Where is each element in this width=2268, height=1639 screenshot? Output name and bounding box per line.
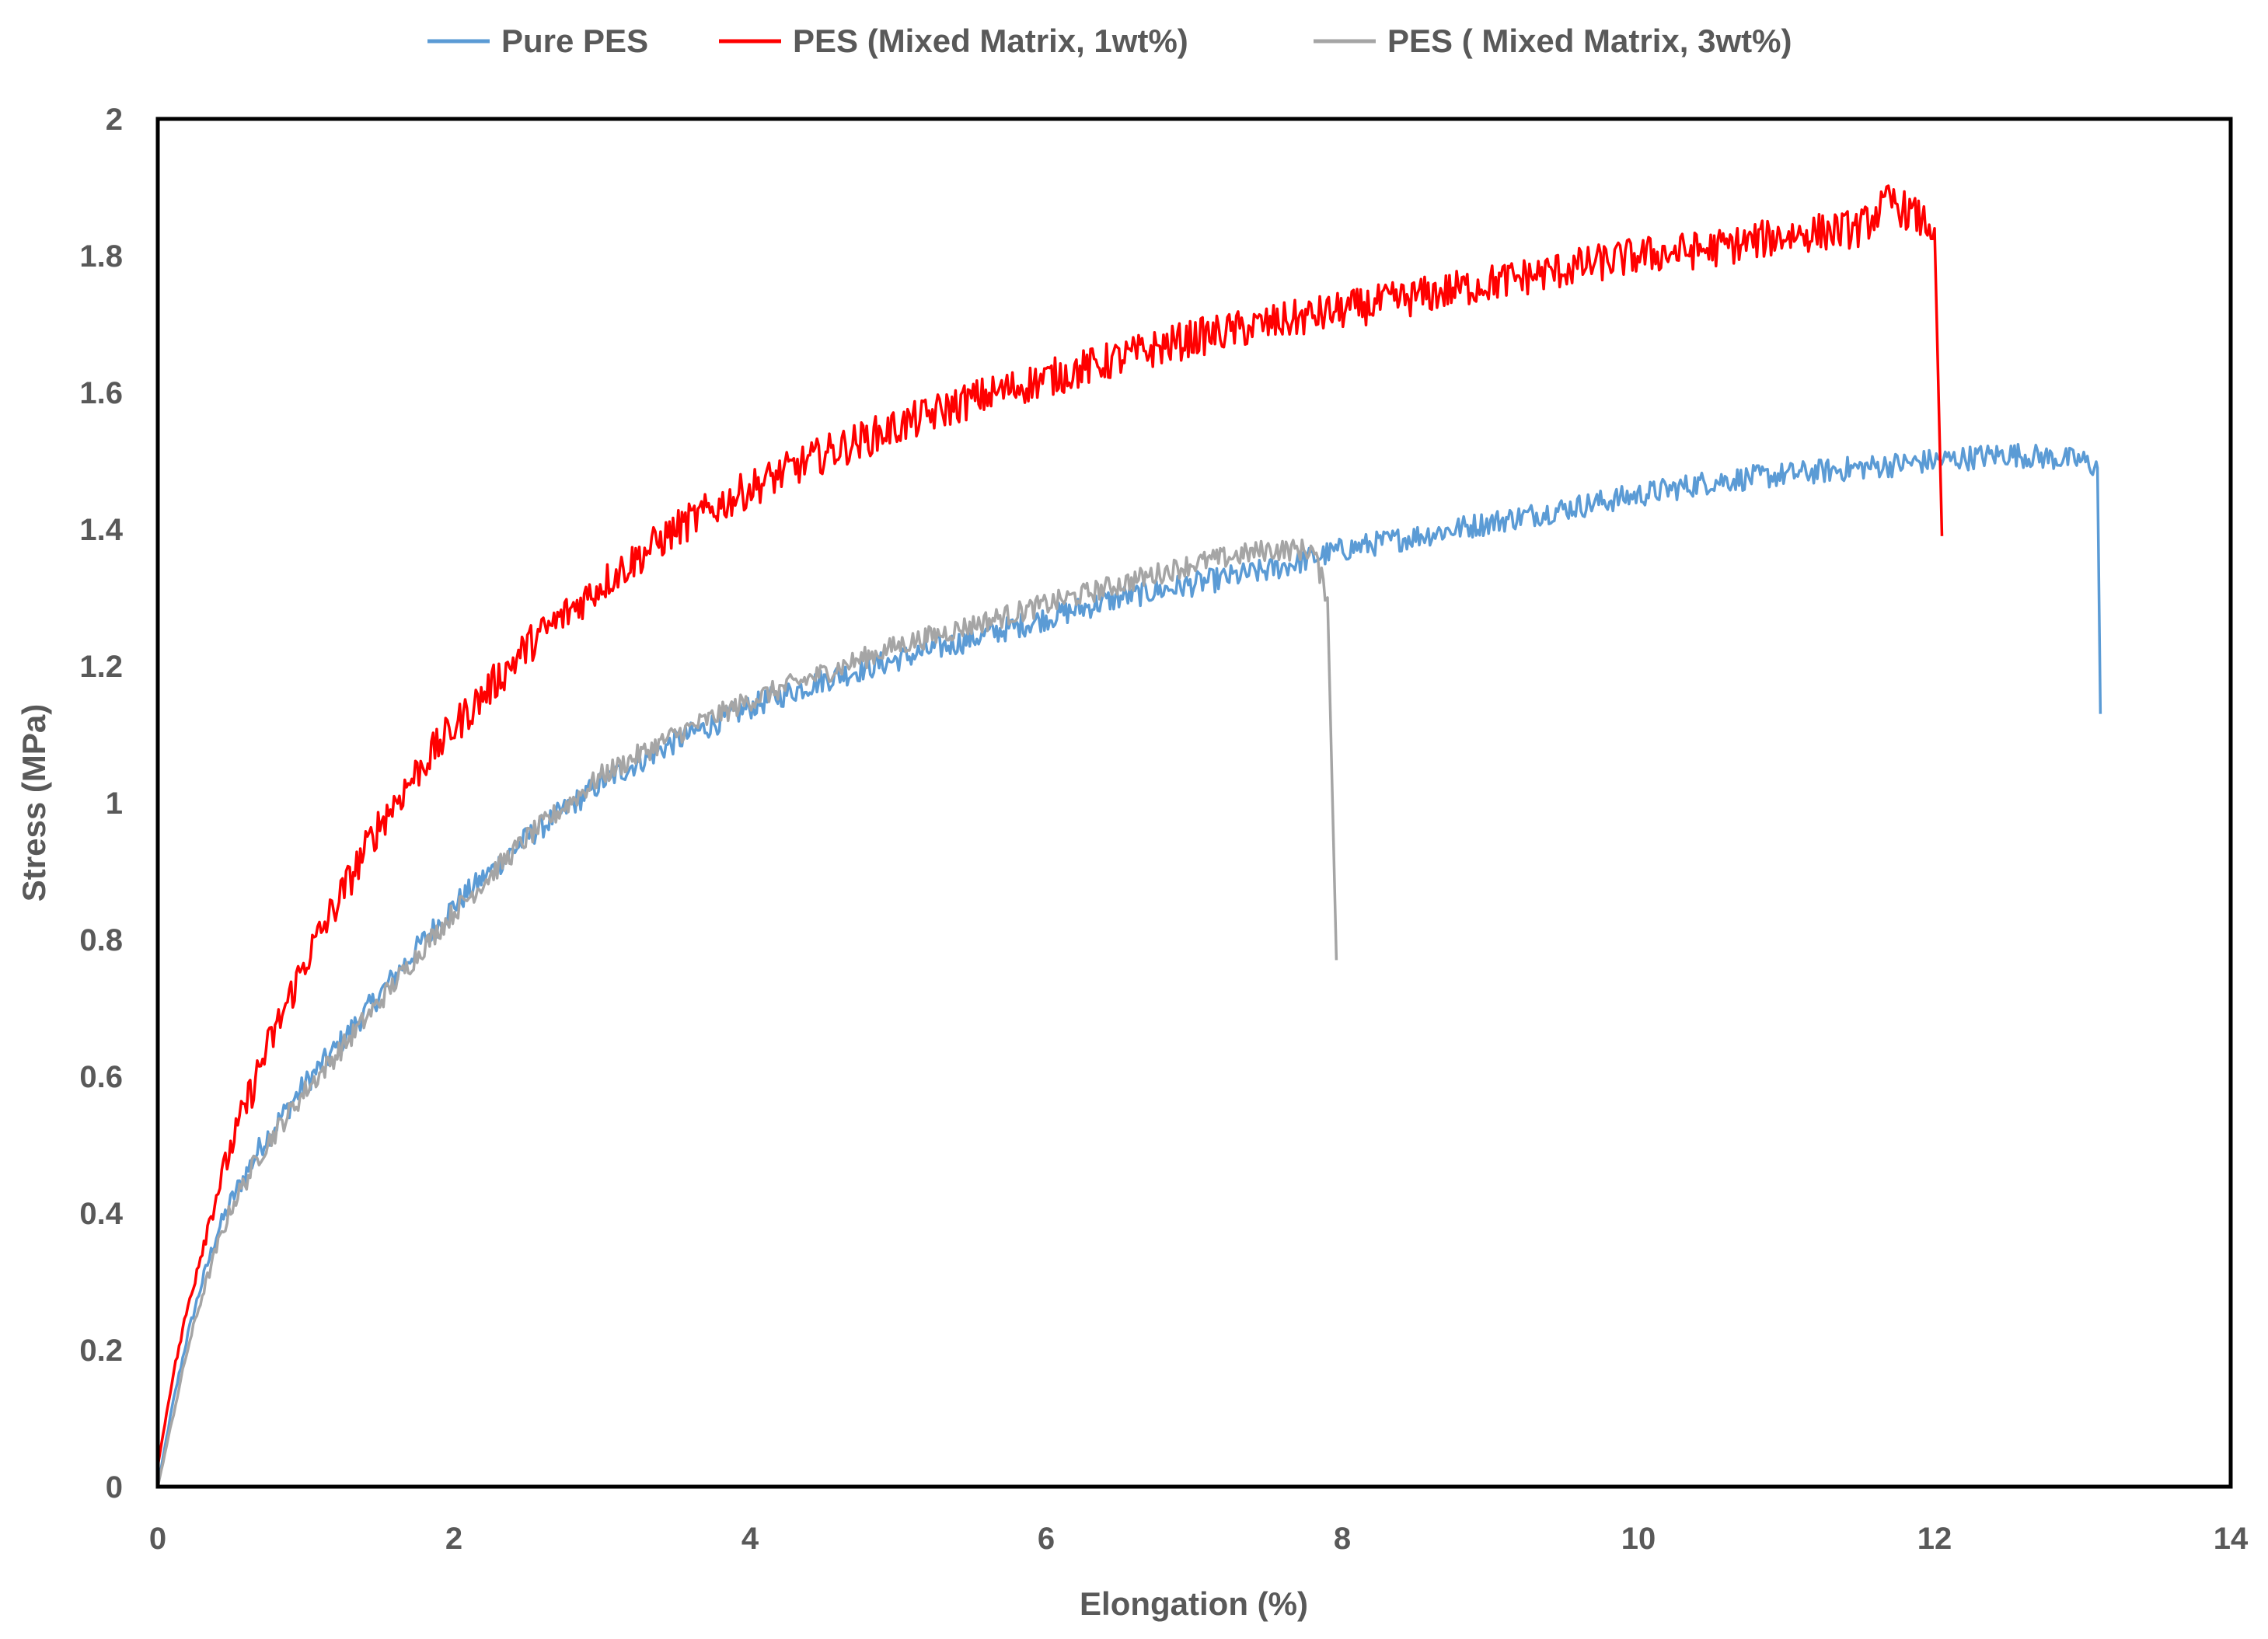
legend-label-pure-pes: Pure PES bbox=[501, 23, 648, 59]
legend: Pure PES PES (Mixed Matrix, 1wt%) PES ( … bbox=[427, 23, 1792, 59]
y-tick-label: 1.6 bbox=[79, 376, 123, 410]
legend-label-pes-1wt: PES (Mixed Matrix, 1wt%) bbox=[793, 23, 1188, 59]
series-line-0 bbox=[156, 443, 2102, 1487]
x-tick-label: 2 bbox=[445, 1522, 462, 1556]
y-tick-label: 0 bbox=[106, 1470, 123, 1505]
y-tick-label: 0.2 bbox=[79, 1334, 123, 1368]
series-layer bbox=[156, 184, 2102, 1487]
y-tick-label: 1 bbox=[106, 786, 123, 821]
y-tick-label: 0.6 bbox=[79, 1060, 123, 1094]
plot-area-border bbox=[155, 117, 2233, 1489]
x-tick-label: 14 bbox=[2214, 1522, 2249, 1556]
x-tick-label: 8 bbox=[1334, 1522, 1351, 1556]
y-axis-title: Stress (MPa) bbox=[16, 704, 52, 901]
x-tick-label: 0 bbox=[149, 1522, 166, 1556]
series-line-1 bbox=[156, 184, 1944, 1466]
x-tick-label: 4 bbox=[741, 1522, 759, 1556]
y-tick-label: 0.4 bbox=[79, 1197, 123, 1231]
y-tick-label: 1.2 bbox=[79, 650, 123, 684]
y-tick-label: 2 bbox=[106, 103, 123, 137]
x-tick-label: 10 bbox=[1621, 1522, 1656, 1556]
legend-label-pes-3wt: PES ( Mixed Matrix, 3wt%) bbox=[1387, 23, 1792, 59]
y-axis-ticks: 0 0.2 0.4 0.6 0.8 1 1.2 1.4 1.6 1.8 2 bbox=[79, 103, 123, 1505]
x-axis-title: Elongation (%) bbox=[1080, 1585, 1308, 1622]
y-tick-label: 1.4 bbox=[79, 513, 123, 547]
x-axis-ticks: 0 2 4 6 8 10 12 14 bbox=[149, 1522, 2249, 1556]
y-tick-label: 0.8 bbox=[79, 923, 123, 957]
x-tick-label: 12 bbox=[1917, 1522, 1952, 1556]
series-line-2 bbox=[156, 539, 1338, 1487]
y-tick-label: 1.8 bbox=[79, 239, 123, 274]
x-tick-label: 6 bbox=[1038, 1522, 1055, 1556]
